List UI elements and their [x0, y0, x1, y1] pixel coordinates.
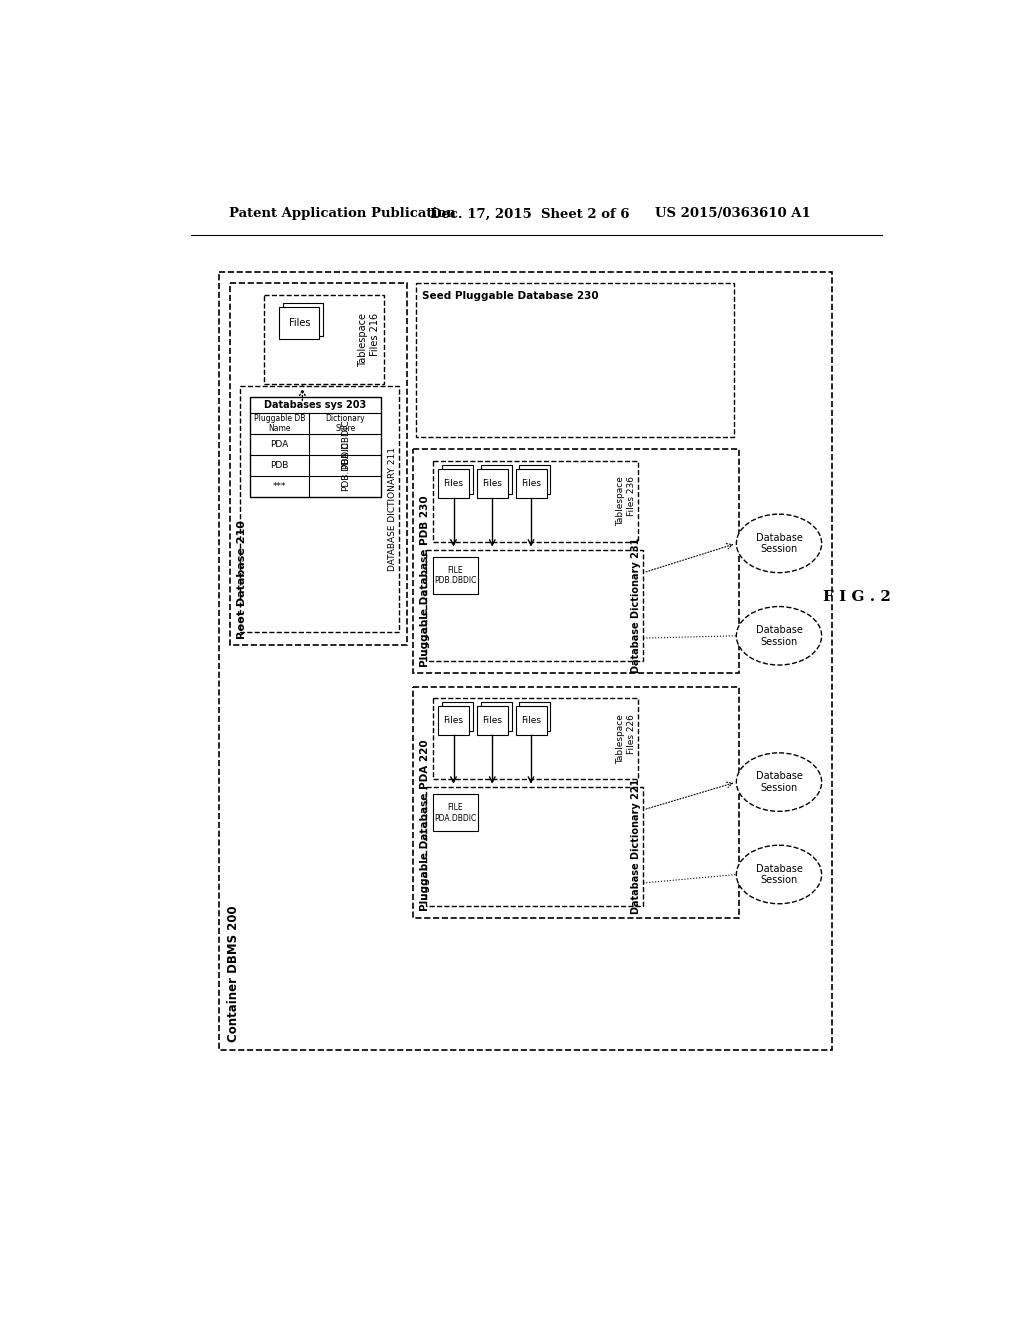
Text: Dec. 17, 2015  Sheet 2 of 6: Dec. 17, 2015 Sheet 2 of 6: [430, 207, 630, 220]
Ellipse shape: [736, 752, 821, 812]
Bar: [438, 706, 469, 735]
Text: Database
Session: Database Session: [756, 624, 803, 647]
Bar: [477, 469, 508, 498]
Bar: [417, 284, 734, 437]
Bar: [477, 706, 508, 735]
Bar: [480, 465, 512, 494]
Bar: [250, 397, 381, 498]
Text: Pluggable DB
Name: Pluggable DB Name: [254, 413, 305, 433]
Text: US 2015/0363610 A1: US 2015/0363610 A1: [655, 207, 811, 220]
Text: Database Dictionary 231: Database Dictionary 231: [631, 537, 641, 673]
Bar: [230, 284, 407, 645]
Bar: [432, 557, 477, 594]
Text: PDB: PDB: [270, 461, 289, 470]
Text: Pluggable Database PDA 220: Pluggable Database PDA 220: [420, 739, 430, 911]
Bar: [426, 549, 643, 661]
Text: Files: Files: [443, 715, 464, 725]
Ellipse shape: [736, 515, 821, 573]
Text: Files: Files: [443, 479, 464, 488]
Bar: [241, 385, 399, 632]
Text: Seed Pluggable Database 230: Seed Pluggable Database 230: [423, 290, 599, 301]
Bar: [263, 296, 384, 384]
Text: Pluggable Database PDB 230: Pluggable Database PDB 230: [420, 495, 430, 667]
Text: FILE
PDA.DBDIC: FILE PDA.DBDIC: [434, 803, 476, 822]
Bar: [432, 461, 638, 541]
Bar: [283, 304, 324, 335]
Text: Database
Session: Database Session: [756, 532, 803, 554]
Text: Files: Files: [521, 715, 541, 725]
Text: Container DBMS 200: Container DBMS 200: [227, 906, 241, 1043]
Text: Root Database 210: Root Database 210: [238, 520, 247, 639]
Bar: [426, 787, 643, 906]
Bar: [432, 698, 638, 779]
Text: Files: Files: [482, 715, 502, 725]
Text: Tablespace
Files 236: Tablespace Files 236: [616, 477, 636, 527]
Text: F I G . 2: F I G . 2: [822, 590, 891, 605]
Text: Patent Application Publication: Patent Application Publication: [228, 207, 456, 220]
Text: DATABASE DICTIONARY 211: DATABASE DICTIONARY 211: [388, 446, 397, 570]
Bar: [414, 449, 738, 673]
Text: Database Dictionary 221: Database Dictionary 221: [631, 779, 641, 913]
Bar: [515, 706, 547, 735]
Text: Files: Files: [482, 479, 502, 488]
Bar: [280, 308, 319, 339]
Bar: [480, 702, 512, 731]
Text: Files: Files: [289, 318, 310, 329]
Text: Tablespace
Files 226: Tablespace Files 226: [616, 714, 636, 763]
Bar: [219, 272, 831, 1051]
Bar: [519, 465, 550, 494]
Bar: [414, 686, 738, 917]
Text: Files: Files: [521, 479, 541, 488]
Text: Databases sys 203: Databases sys 203: [264, 400, 367, 409]
Text: FILE
PDB.DBDIC: FILE PDB.DBDIC: [434, 566, 476, 586]
Text: Database
Session: Database Session: [756, 863, 803, 886]
Bar: [442, 465, 473, 494]
Text: PDB.DBDIC: PDB.DBDIC: [341, 441, 349, 491]
Bar: [442, 702, 473, 731]
Bar: [432, 795, 477, 832]
Text: PDA.DBDIC: PDA.DBDIC: [341, 420, 349, 470]
Text: PDA: PDA: [270, 440, 289, 449]
Text: ***: ***: [272, 482, 286, 491]
Text: Database
Session: Database Session: [756, 771, 803, 793]
Bar: [438, 469, 469, 498]
Ellipse shape: [736, 607, 821, 665]
Ellipse shape: [736, 845, 821, 904]
Bar: [515, 469, 547, 498]
Bar: [519, 702, 550, 731]
Text: Tablespace
Files 216: Tablespace Files 216: [358, 313, 380, 367]
Text: Dictionary
Store: Dictionary Store: [326, 413, 365, 433]
